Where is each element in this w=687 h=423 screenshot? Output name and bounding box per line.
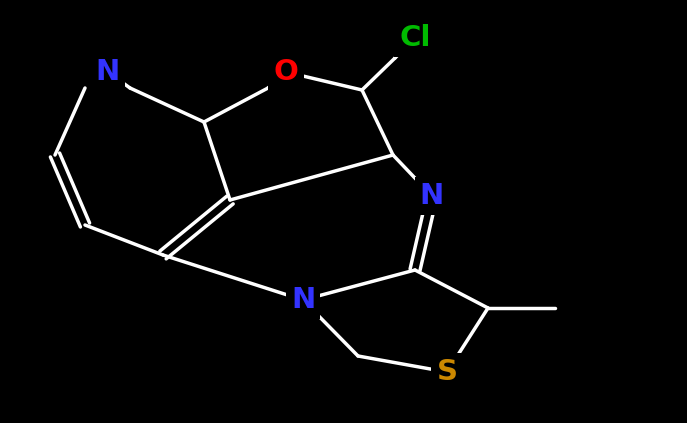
Text: N: N: [291, 286, 315, 314]
Text: N: N: [96, 58, 120, 86]
Text: N: N: [420, 182, 444, 210]
Text: O: O: [273, 58, 298, 86]
Text: S: S: [436, 358, 458, 386]
Text: Cl: Cl: [399, 24, 431, 52]
